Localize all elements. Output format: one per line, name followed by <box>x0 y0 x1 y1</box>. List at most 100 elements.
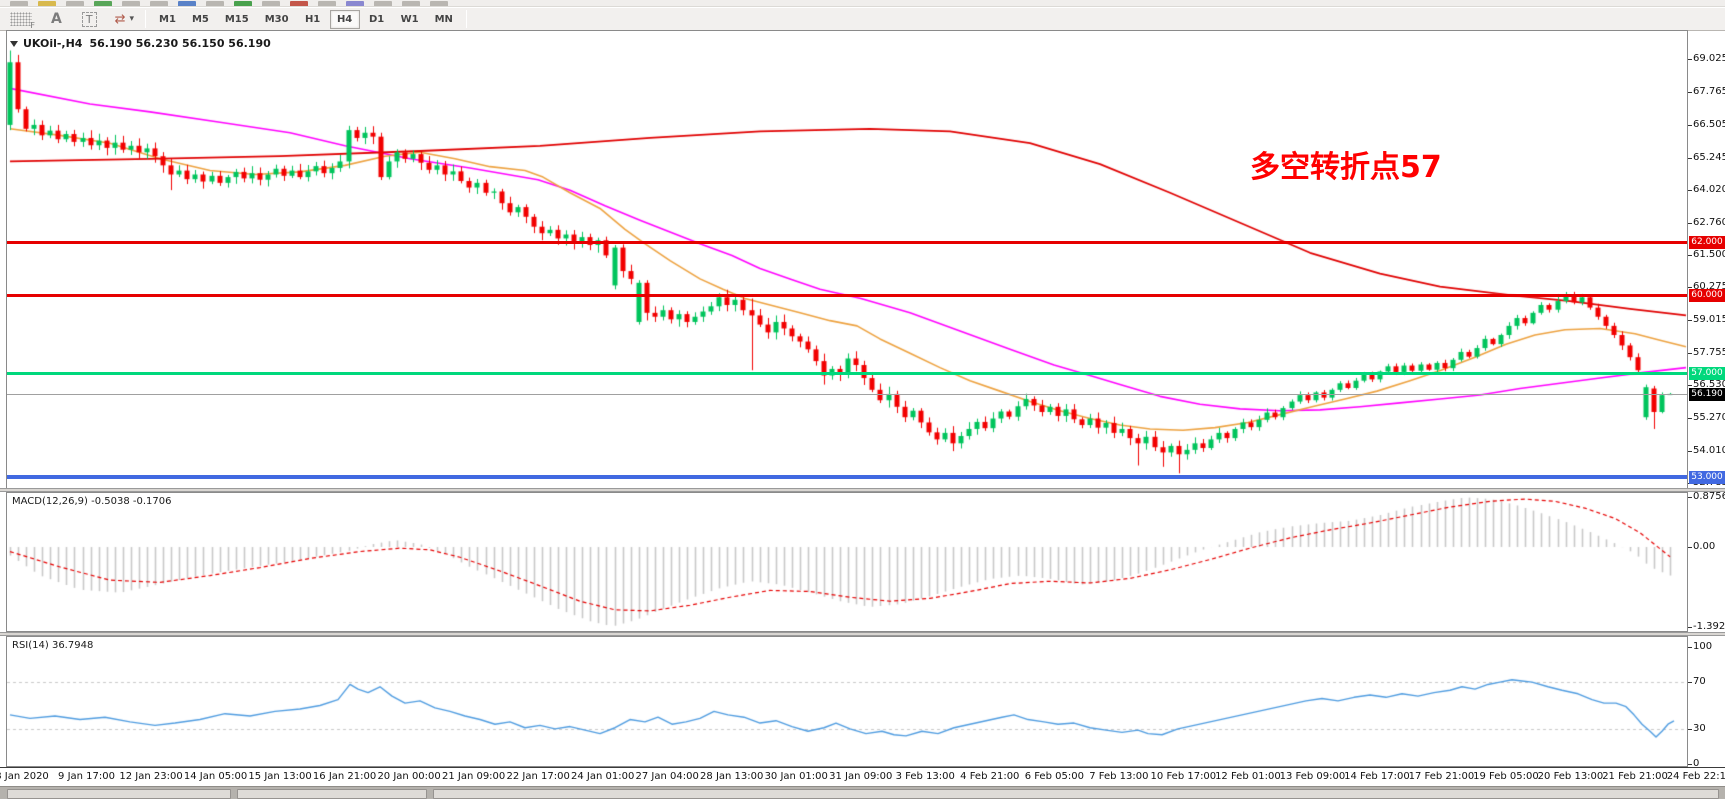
fibonacci-grid-icon[interactable]: F <box>10 12 35 30</box>
price-axis-label: 54.010 <box>1693 445 1725 456</box>
axis-tick <box>1688 418 1692 419</box>
status-strip-segment[interactable] <box>7 789 231 799</box>
rsi-canvas[interactable] <box>7 637 1687 766</box>
time-axis-label: 6 Feb 05:00 <box>1024 771 1084 782</box>
axis-tick <box>1688 190 1692 191</box>
price-axis-label: 57.755 <box>1693 347 1725 358</box>
time-axis-label: 14 Feb 17:00 <box>1344 771 1410 782</box>
price-axis-label: 65.245 <box>1693 152 1725 163</box>
axis-tick <box>1688 92 1692 93</box>
cropped-toolbar-icon[interactable] <box>150 1 168 6</box>
axis-tick <box>1688 764 1692 765</box>
horizontal-line-57.000[interactable] <box>7 372 1687 375</box>
timeframe-button-m15[interactable]: M15 <box>218 10 256 29</box>
rsi-axis-label: 70 <box>1693 676 1706 687</box>
cropped-toolbar-icon[interactable] <box>290 1 308 6</box>
axis-tick <box>1688 451 1692 452</box>
time-axis-label: 21 Jan 09:00 <box>441 771 506 782</box>
axis-tick <box>1688 647 1692 648</box>
cropped-toolbar-icon[interactable] <box>234 1 252 6</box>
time-axis-label: 20 Jan 00:00 <box>377 771 441 782</box>
cropped-toolbar-icon[interactable] <box>178 1 196 6</box>
timeframe-button-m5[interactable]: M5 <box>185 10 216 29</box>
time-axis-label: 3 Feb 13:00 <box>895 771 955 782</box>
timeframe-button-d1[interactable]: D1 <box>362 10 392 29</box>
current-price-line <box>7 394 1687 395</box>
axis-tick <box>1688 158 1692 159</box>
cropped-toolbar-icon[interactable] <box>262 1 280 6</box>
arrows-dropdown-icon[interactable]: ▾ <box>129 14 135 24</box>
time-axis-label: 10 Feb 17:00 <box>1150 771 1217 782</box>
text-tool-icon[interactable]: A <box>51 11 62 27</box>
time-axis-label: 16 Jan 21:00 <box>312 771 377 782</box>
time-axis-label: 9 Jan 17:00 <box>58 771 115 782</box>
time-axis-label: 12 Feb 01:00 <box>1215 771 1281 782</box>
label-tool-icon[interactable]: T <box>81 11 97 27</box>
time-axis-label: 24 Feb 22:15 <box>1666 771 1725 782</box>
cropped-toolbar-icon[interactable] <box>38 1 56 6</box>
time-axis-label: 4 Feb 21:00 <box>960 771 1020 782</box>
time-axis-label: 13 Feb 09:00 <box>1279 771 1346 782</box>
cropped-toolbar-icon[interactable] <box>206 1 224 6</box>
horizontal-line-60.000[interactable] <box>7 294 1687 297</box>
timeframe-button-h1[interactable]: H1 <box>298 10 328 29</box>
cropped-toolbar-icon[interactable] <box>346 1 364 6</box>
chart-text-annotation[interactable]: 多空转折点57 <box>1250 150 1442 185</box>
timeframe-button-m1[interactable]: M1 <box>152 10 183 29</box>
axis-tick <box>1688 223 1692 224</box>
chart-symbol-period: UKOil-,H4 <box>23 37 83 50</box>
axis-tick <box>1688 125 1692 126</box>
price-axis-label: 69.025 <box>1693 53 1725 64</box>
axis-tick <box>1688 320 1692 321</box>
price-axis-label: 60.275 <box>1693 281 1725 292</box>
macd-axis-label: 0.00 <box>1693 541 1716 552</box>
macd-indicator-label: MACD(12,26,9) -0.5038 -0.1706 <box>12 496 172 507</box>
axis-tick <box>1688 385 1692 386</box>
time-axis-label: 31 Jan 09:00 <box>829 771 893 782</box>
cropped-toolbar-icon[interactable] <box>318 1 336 6</box>
timeframe-button-mn[interactable]: MN <box>428 10 460 29</box>
chart-ohlc-quote: 56.190 56.230 56.150 56.190 <box>89 37 271 50</box>
time-axis-label: 27 Jan 04:00 <box>635 771 699 782</box>
axis-tick <box>1688 353 1692 354</box>
time-axis[interactable]: 8 Jan 2020 9 Jan 17:00 12 Jan 23:00 14 Jan … <box>0 767 1725 786</box>
price-axis-label: 66.505 <box>1693 119 1725 130</box>
timeframe-button-w1[interactable]: W1 <box>394 10 426 29</box>
cropped-toolbar-icon[interactable] <box>10 1 28 6</box>
hline-badge-60.000: 60.000 <box>1689 289 1725 302</box>
time-axis-label: 24 Jan 01:00 <box>571 771 635 782</box>
main-toolbar: F A T ⇄ ▾ M1 M5 M15 M30 H1 H4 D1 W1 MN <box>0 8 1725 31</box>
rsi-axis-label: 30 <box>1693 723 1706 734</box>
chart-title: UKOil-,H4 56.190 56.230 56.150 56.190 <box>10 37 271 50</box>
time-axis-label: 15 Jan 13:00 <box>248 771 312 782</box>
cropped-toolbar-icon[interactable] <box>374 1 392 6</box>
status-strip-segment[interactable] <box>237 789 427 799</box>
cropped-toolbar-icon[interactable] <box>66 1 84 6</box>
time-axis-label: 7 Feb 13:00 <box>1089 771 1149 782</box>
macd-canvas[interactable] <box>7 493 1687 631</box>
arrows-tool-icon[interactable]: ⇄ <box>114 11 126 27</box>
horizontal-line-53.000[interactable] <box>7 475 1687 479</box>
horizontal-line-62.000[interactable] <box>7 241 1687 244</box>
panel-splitter[interactable] <box>0 632 1725 636</box>
cropped-toolbar-icon[interactable] <box>122 1 140 6</box>
current-price-badge: 56.190 <box>1689 388 1725 401</box>
chart-dropdown-icon[interactable] <box>10 40 18 47</box>
rsi-axis-label: 0 <box>1693 758 1700 769</box>
main-chart-canvas[interactable] <box>7 31 1687 488</box>
hline-badge-62.000: 62.000 <box>1689 236 1725 249</box>
cropped-toolbar-icon[interactable] <box>402 1 420 6</box>
timeframe-button-h4[interactable]: H4 <box>329 9 360 29</box>
time-axis-label: 8 Jan 2020 <box>0 771 49 782</box>
axis-tick <box>1688 497 1692 498</box>
cropped-toolbar-icon[interactable] <box>94 1 112 6</box>
price-axis-label: 67.765 <box>1693 86 1725 97</box>
time-axis-label: 20 Feb 13:00 <box>1537 771 1604 782</box>
panel-splitter[interactable] <box>0 488 1725 492</box>
rsi-indicator-label: RSI(14) 36.7948 <box>12 640 94 651</box>
timeframe-button-m30[interactable]: M30 <box>258 10 296 29</box>
status-strip <box>0 786 1725 799</box>
status-strip-segment[interactable] <box>433 789 1719 799</box>
cropped-toolbar-icon[interactable] <box>430 1 448 6</box>
